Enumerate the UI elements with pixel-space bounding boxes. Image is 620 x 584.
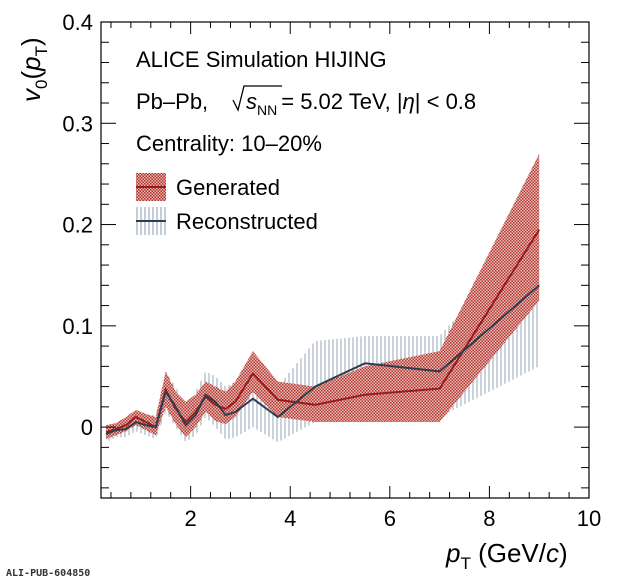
sqrt-symbol xyxy=(232,85,282,112)
legend-label-reconstructed: Reconstructed xyxy=(176,209,318,234)
x-tick-label: 4 xyxy=(284,506,296,531)
x-tick-label: 8 xyxy=(483,506,495,531)
y-tick-label: 0.2 xyxy=(62,213,93,238)
error-band-generated xyxy=(106,153,540,440)
x-tick-label: 10 xyxy=(577,506,601,531)
plot-frame xyxy=(100,21,590,499)
y-tick-label: 0.1 xyxy=(62,314,93,339)
publication-id: ALI-PUB-604850 xyxy=(6,568,91,579)
legend-label-generated: Generated xyxy=(176,175,280,200)
series-lines xyxy=(105,229,541,436)
y-tick-label: 0 xyxy=(81,415,93,440)
y-tick-label: 0.3 xyxy=(62,111,93,136)
series-line-reconstructed xyxy=(105,284,540,436)
annotation-energy: sNN = 5.02 TeV, |η| < 0.8 xyxy=(246,89,476,118)
annotation-collision: Pb–Pb, xyxy=(136,89,208,114)
annotation-title: ALICE Simulation HIJING xyxy=(136,47,387,72)
y-tick-label: 0.4 xyxy=(62,10,93,35)
legend: Generated Reconstructed xyxy=(136,173,318,235)
annotation-centrality: Centrality: 10–20% xyxy=(136,131,322,156)
axis-ticks: 2 4 6 8 10 0 0.1 0.2 0.3 0.4 xyxy=(62,10,601,531)
y-axis-title: v0(pT) xyxy=(16,37,51,102)
error-bands xyxy=(106,153,540,443)
x-tick-label: 2 xyxy=(185,506,197,531)
x-tick-label: 6 xyxy=(384,506,396,531)
x-axis-title: pT (GeV/c) xyxy=(445,538,568,573)
